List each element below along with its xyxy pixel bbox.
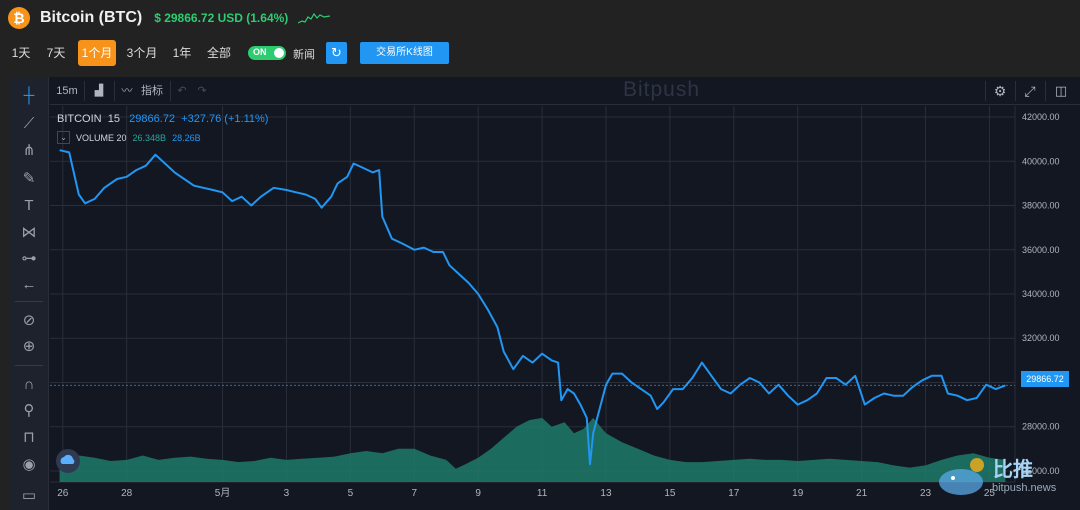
bird-logo-icon <box>939 458 984 495</box>
x-tick-label: 21 <box>856 488 868 499</box>
range-7d-button[interactable]: 7天 <box>46 46 66 60</box>
news-label: 新闻 <box>293 49 315 61</box>
series-legend: BITCOIN 15 29866.72 +327.76 (+1.11%) <box>57 113 268 125</box>
news-toggle[interactable]: ON <box>248 46 286 60</box>
bitcoin-logo-icon: ₿ <box>8 7 30 29</box>
x-tick-label: 11 <box>537 488 548 499</box>
toolbar-divider <box>985 81 986 101</box>
y-tick-label: 42000.00 <box>1022 112 1060 122</box>
toolbar-divider <box>170 81 171 101</box>
interval-button[interactable]: 15m <box>56 85 78 97</box>
volume-area <box>59 417 1006 482</box>
x-tick-label: 17 <box>728 488 740 499</box>
toggle-label: ON <box>253 47 267 57</box>
back-arrow-icon[interactable]: ← <box>21 276 37 293</box>
x-tick-label: 25 <box>984 488 996 499</box>
toolbar-divider <box>84 81 85 101</box>
prediction-tool-icon[interactable]: ⊶ <box>21 250 37 267</box>
range-all-button[interactable]: 全部 <box>206 46 231 60</box>
legend-interval: 15 <box>107 113 120 125</box>
range-1m-button[interactable]: 1个月 <box>78 40 116 66</box>
volume-legend: ⌄ VOLUME 20 26.348B 28.26B <box>57 131 201 144</box>
y-tick-label: 28000.00 <box>1022 422 1060 432</box>
range-1y-button[interactable]: 1年 <box>172 46 192 60</box>
y-tick-label: 40000.00 <box>1022 156 1060 166</box>
collapse-chevron-icon[interactable]: ⌄ <box>57 131 70 144</box>
bitpush-brand: 比推 bitpush.news <box>933 452 1063 502</box>
x-tick-label: 5月 <box>215 487 231 499</box>
toolbar-divider <box>114 81 115 101</box>
undo-icon[interactable]: ↶ <box>177 85 187 97</box>
header: ₿ Bitcoin (BTC) $ 29866.72 USD (1.64%) <box>0 0 1080 36</box>
volume-label: VOLUME 20 <box>76 132 127 143</box>
y-tick-label: 36000.00 <box>1022 245 1060 255</box>
x-tick-label: 5 <box>348 488 354 499</box>
x-tick-label: 13 <box>600 488 612 499</box>
indicators-button[interactable]: 指标 <box>141 85 163 97</box>
toolbar-divider <box>1015 81 1016 101</box>
lock-icon[interactable]: ⊓ <box>23 429 35 446</box>
x-tick-label: 23 <box>920 488 932 499</box>
drawing-toolbar: ┼ ⟋ ⋔ ✎ T ⋈ ⊶ ← ⊘ ⊕ ∩ ⚲ ⊓ ◉ ▭ <box>9 77 49 510</box>
x-tick-label: 28 <box>121 488 133 499</box>
ruler-icon[interactable]: ⊘ <box>22 312 36 329</box>
x-tick-label: 7 <box>411 488 417 499</box>
page-title: Bitcoin (BTC) <box>40 9 143 26</box>
magnet-icon[interactable]: ∩ <box>23 376 35 393</box>
x-tick-label: 26 <box>57 488 69 499</box>
settings-gear-icon[interactable]: ⚙ <box>993 83 1007 99</box>
range-3m-button[interactable]: 3个月 <box>126 46 158 60</box>
legend-change: +327.76 (+1.11%) <box>181 113 269 125</box>
zoom-icon[interactable]: ⊕ <box>22 338 36 355</box>
range-controls: 1天 7天 1个月 3个月 1年 全部 ON 新闻 ↻ 交易所K线图 <box>0 40 1080 66</box>
crosshair-icon[interactable]: ┼ <box>23 87 35 104</box>
pattern-tool-icon[interactable]: ⋈ <box>21 224 37 241</box>
chart-top-toolbar: 15m ▟ 〰 指标 ↶ ↷ Bitpush ⚙ ⤢ ◫ <box>50 77 1080 105</box>
range-1d-button[interactable]: 1天 <box>11 46 31 60</box>
last-price-tag: 29866.72 <box>1021 371 1069 387</box>
price-display: $ 29866.72 USD (1.64%) <box>154 11 289 25</box>
price-line <box>59 149 1006 466</box>
eye-icon[interactable]: ◉ <box>22 456 36 473</box>
fib-tool-icon[interactable]: ⋔ <box>22 142 36 159</box>
fullscreen-icon[interactable]: ⤢ <box>1024 83 1036 99</box>
toolbar-divider <box>1045 81 1046 101</box>
refresh-button[interactable]: ↻ <box>326 42 347 64</box>
brand-name-cn: 比推 <box>993 459 1033 481</box>
exchange-kline-button[interactable]: 交易所K线图 <box>360 42 449 64</box>
indicators-icon[interactable]: 〰 <box>121 85 133 97</box>
chart-type-icon[interactable]: ▟ <box>94 85 104 97</box>
redo-icon[interactable]: ↷ <box>197 85 207 97</box>
trash-icon[interactable]: ▭ <box>21 487 37 504</box>
cloud-logo-icon[interactable] <box>56 449 80 473</box>
y-tick-label: 38000.00 <box>1022 201 1060 211</box>
chart-frame: ┼ ⟋ ⋔ ✎ T ⋈ ⊶ ← ⊘ ⊕ ∩ ⚲ ⊓ ◉ ▭ 15m ▟ 〰 指标… <box>9 77 1080 510</box>
volume-value-2: 28.26B <box>172 132 201 143</box>
y-tick-label: 34000.00 <box>1022 289 1060 299</box>
x-tick-label: 3 <box>284 488 290 499</box>
watermark: Bitpush <box>623 78 701 101</box>
volume-value-1: 26.348B <box>132 132 167 143</box>
toggle-knob <box>274 48 284 58</box>
x-tick-label: 19 <box>792 488 804 499</box>
x-tick-label: 9 <box>475 488 481 499</box>
y-tick-label: 26000.00 <box>1022 466 1060 476</box>
trend-line-icon[interactable]: ⟋ <box>23 115 35 132</box>
legend-symbol: BITCOIN <box>57 113 102 125</box>
lock-drawing-icon[interactable]: ⚲ <box>23 402 35 419</box>
x-tick-label: 15 <box>664 488 676 499</box>
refresh-icon: ↻ <box>331 45 342 60</box>
y-tick-label: 32000.00 <box>1022 333 1060 343</box>
toolbar-divider <box>15 365 43 366</box>
brush-icon[interactable]: ✎ <box>22 170 36 187</box>
camera-icon[interactable]: ◫ <box>1054 83 1068 98</box>
toolbar-divider <box>15 301 43 302</box>
brand-url: bitpush.news <box>992 482 1057 494</box>
price-chart[interactable]: 42000.00 40000.00 38000.00 36000.00 34000.00… <box>9 77 1080 510</box>
legend-price: 29866.72 <box>129 113 176 125</box>
text-tool-icon[interactable]: T <box>24 197 34 214</box>
sparkline-icon <box>298 12 331 24</box>
